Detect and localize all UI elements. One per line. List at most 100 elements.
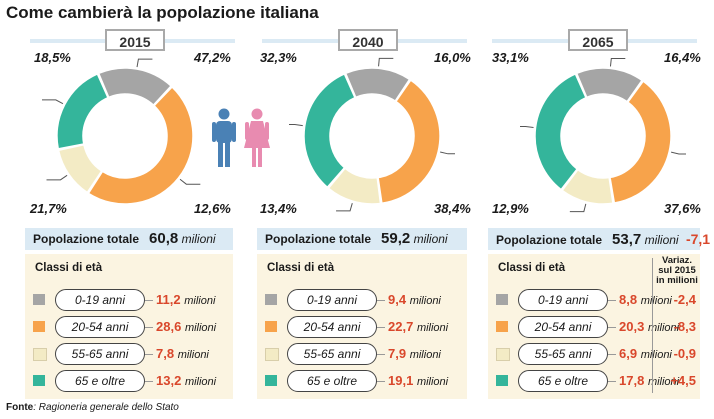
slice-label-0-19: 16,4% (664, 50, 701, 65)
slice-label-0-19: 16,0% (434, 50, 471, 65)
total-population: Popolazione totale 53,7 milioni -7,1 (488, 228, 710, 250)
leader-line-65-plus (289, 123, 303, 127)
slice-label-55-65: 12,6% (194, 201, 231, 216)
leader-line-0-19 (136, 58, 153, 68)
value-number: 8,8 (619, 292, 638, 307)
donut-slice-20-54 (87, 85, 194, 205)
value-unit: milioni (409, 295, 441, 307)
woman-icon (244, 108, 270, 167)
slice-label-65-plus: 32,3% (260, 50, 297, 65)
class-pill-55-65: 55-65 anni (55, 343, 145, 365)
value-number: 6,9 (619, 346, 638, 361)
donut-chart-2040 (289, 57, 455, 212)
total-value: 60,8 (149, 230, 179, 247)
legend-swatch-0-19 (496, 294, 508, 305)
value-unit: milioni (647, 376, 680, 388)
donut-chart-2015 (42, 58, 201, 205)
variation-header-line: Variaz. (661, 255, 693, 266)
value-unit: milioni (416, 376, 449, 388)
leader-line-20-54 (440, 151, 455, 155)
value-number: 9,4 (388, 292, 407, 307)
variation-20-54: -8,3 (673, 319, 696, 334)
total-label: Popolazione totale (496, 233, 603, 247)
donut-slice-65-plus (56, 72, 109, 150)
slice-label-65-plus: 33,1% (492, 50, 529, 65)
legend-swatch-55-65 (33, 348, 47, 361)
slice-label-0-19: 18,5% (34, 50, 71, 65)
leader-line-20-54 (671, 151, 686, 155)
leader-line-55-65 (46, 174, 68, 181)
total-value: 53,7 (612, 231, 642, 248)
value-0-19: 9,4 milioni (385, 292, 441, 307)
year-label: 2015 (105, 29, 165, 51)
class-pill-55-65: 55-65 anni (287, 343, 377, 365)
donut-slice-65-plus (534, 72, 587, 191)
legend-swatch-55-65 (265, 348, 279, 361)
value-number: 28,6 (156, 319, 182, 334)
year-label: 2065 (568, 29, 628, 51)
source-text: : Ragioneria generale dello Stato (33, 402, 179, 413)
legend-swatch-0-19 (33, 294, 45, 305)
value-unit: milioni (416, 322, 449, 334)
donut-slice-0-19 (575, 67, 644, 103)
legend-swatch-55-65 (496, 348, 510, 361)
value-unit: milioni (640, 295, 672, 307)
value-number: 7,8 (156, 346, 175, 361)
slice-label-65-plus: 21,7% (30, 201, 67, 216)
man-icon (212, 108, 236, 167)
value-0-19: 8,8 milioni (616, 292, 672, 307)
variation-header-line: in milioni (656, 275, 698, 286)
page-title: Come cambierà la popolazione italiana (6, 3, 319, 22)
donut-slice-0-19 (97, 67, 173, 107)
legend-swatch-65-plus (33, 375, 45, 386)
legend-swatch-20-54 (33, 321, 45, 332)
total-unit: milioni (181, 232, 216, 246)
value-55-65: 7,9 milioni (385, 346, 441, 361)
class-title: Classi di età (35, 262, 103, 274)
class-pill-20-54: 20-54 anni (55, 316, 145, 338)
leader-line-20-54 (179, 178, 201, 185)
donut-slice-55-65 (327, 167, 382, 205)
leader-line-65-plus (520, 125, 534, 128)
value-number: 22,7 (388, 319, 414, 334)
legend-swatch-20-54 (265, 321, 277, 332)
class-pill-20-54: 20-54 anni (518, 316, 608, 338)
donut-slice-20-54 (377, 79, 441, 205)
total-label: Popolazione totale (265, 232, 372, 246)
total-variation: -7,1 (685, 231, 711, 247)
class-pill-0-19: 0-19 anni (518, 289, 608, 311)
variation-header: Variaz. sul 2015 in milioni (654, 256, 700, 286)
value-unit: milioni (409, 349, 441, 361)
donut-slice-65-plus (303, 72, 356, 189)
value-55-65: 7,8 milioni (153, 346, 209, 361)
class-pill-0-19: 0-19 anni (55, 289, 145, 311)
total-unit: milioni (644, 233, 679, 247)
total-value: 59,2 (381, 230, 411, 247)
value-unit: milioni (640, 349, 672, 361)
value-20-54: 22,7 milioni (385, 319, 449, 334)
donut-slice-55-65 (561, 168, 614, 205)
variation-divider (652, 258, 653, 393)
variation-header-line: sul 2015 (658, 265, 696, 276)
leader-line-65-plus (42, 99, 64, 105)
class-pill-65-plus: 65 e oltre (287, 370, 377, 392)
legend-swatch-20-54 (496, 321, 508, 332)
class-pill-20-54: 20-54 anni (287, 316, 377, 338)
value-65-plus: 13,2 milioni (153, 373, 217, 388)
total-label: Popolazione totale (33, 232, 140, 246)
class-title: Classi di età (498, 262, 566, 274)
total-population: Popolazione totale 60,8 milioni (25, 228, 233, 250)
legend-swatch-65-plus (265, 375, 277, 386)
leader-line-55-65 (569, 203, 587, 213)
class-pill-65-plus: 65 e oltre (55, 370, 145, 392)
value-number: 13,2 (156, 373, 182, 388)
total-unit: milioni (413, 232, 448, 246)
donut-slice-0-19 (344, 67, 411, 103)
donut-slice-20-54 (609, 80, 672, 204)
value-unit: milioni (177, 349, 209, 361)
variation-55-65: -0,9 (673, 346, 696, 361)
donut-chart-2065 (520, 57, 686, 213)
leader-line-0-19 (609, 57, 626, 67)
value-55-65: 6,9 milioni (616, 346, 672, 361)
variation-0-19: -2,4 (673, 292, 696, 307)
